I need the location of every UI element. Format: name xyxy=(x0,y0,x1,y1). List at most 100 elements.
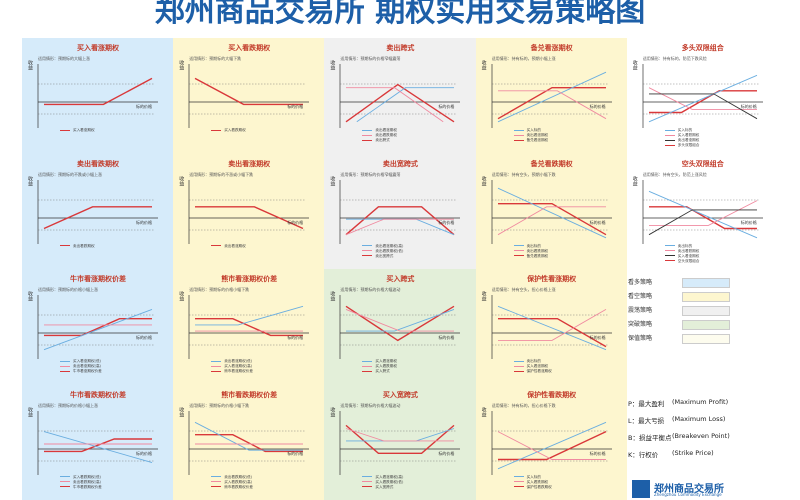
legend-text: 卖出跨式 xyxy=(375,138,390,142)
line-legend-item: 卖出看涨期权 xyxy=(513,133,548,138)
line-legend-item: 卖出标的 xyxy=(664,244,692,249)
legend-text: 熊市看涨期权价差 xyxy=(224,369,253,373)
legend-text: 卖出看跌期权 xyxy=(677,248,700,253)
strategy-description: 适用情形：预期标的价格小幅上涨 xyxy=(38,287,98,292)
abbreviation-item: L：最大亏损 (Maximum Loss) xyxy=(628,415,725,425)
page-title: 郑州商品交易所 期权实用交易策略图 xyxy=(154,0,646,29)
payoff-line xyxy=(497,187,606,238)
legend-text: 买入看涨期权 xyxy=(375,359,397,363)
strategy-legend: 看多策略 看空策略 震荡策略 突破策略 保值策略 xyxy=(628,276,758,366)
strategy-description: 适用情形：持有空头，担心价格上涨 xyxy=(491,287,556,292)
strategy-description: 适用情形：预期标的不涨或小幅下跌 xyxy=(189,171,254,177)
strategy-description: 适用情形：持有空头，防范上涨风险 xyxy=(642,171,707,177)
payoff-diagram xyxy=(491,64,612,128)
line-legend-item: 空头双限组合 xyxy=(664,259,699,264)
x-axis-label: 标的价格 xyxy=(589,335,606,340)
payoff-line xyxy=(44,318,152,337)
line-legend-item: 买入看涨期权(高) xyxy=(211,364,252,369)
payoff-line xyxy=(497,71,606,123)
payoff-line xyxy=(497,309,606,341)
line-legend-item: 买入看涨期权 xyxy=(513,364,548,369)
payoff-line xyxy=(648,199,758,226)
line-legend-item: 卖出看跌期权 xyxy=(664,248,700,254)
strategy-legend-item: 震荡策略 xyxy=(628,304,758,316)
legend-text: 买入看跌期权(低) xyxy=(73,474,101,479)
strategy-panel: 买入宽跨式 适用情形：预期标的价格大幅波动 收益 标的价格 买入看涨期权(高) 买入看跌期… xyxy=(326,387,474,499)
line-legend-item: 多头双限组合 xyxy=(664,143,699,148)
abbreviation-english: (Maximum Profit) xyxy=(672,398,729,406)
legend-text: 买入看涨期权 xyxy=(677,253,700,258)
legend-swatch xyxy=(60,245,70,246)
strategy-title: 空头双限组合 xyxy=(681,159,724,168)
strategy-legend-swatch xyxy=(682,334,730,344)
x-axis-label: 标的价格 xyxy=(287,219,304,225)
strategy-description: 适用情形：预期标的价格大幅波动 xyxy=(340,402,401,408)
line-legend-item: 卖出标的 xyxy=(513,244,541,249)
strategy-title: 卖出跨式 xyxy=(386,44,415,52)
logo-name: 郑州商品交易所 xyxy=(654,484,724,495)
x-axis-label: 标的价格 xyxy=(438,450,455,456)
strategy-panel: 卖出看跌期权 适用情形：预期标的不跌或小幅上涨 收益 标的价格 卖出看跌期权 xyxy=(24,156,172,268)
strategy-legend-item: 保值策略 xyxy=(628,332,758,344)
line-legend-item: 保护性看涨期权 xyxy=(513,369,552,374)
x-axis-label: 标的价格 xyxy=(438,335,455,340)
payoff-diagram xyxy=(37,179,158,244)
legend-swatch xyxy=(513,370,524,372)
payoff-line xyxy=(346,218,455,235)
legend-swatch xyxy=(362,370,373,372)
strategy-legend-label: 保值策略 xyxy=(628,335,653,342)
legend-swatch xyxy=(211,129,222,131)
legend-text: 备兑看涨期权 xyxy=(526,138,549,142)
x-axis-label: 标的价格 xyxy=(438,104,455,109)
legend-swatch xyxy=(60,129,70,131)
strategy-panel: 卖出跨式 适用情形：预期标的价格窄幅震荡 收益 标的价格 卖出看涨期权 卖出看跌期权 卖出跨… xyxy=(326,40,474,152)
payoff-diagram xyxy=(340,179,461,244)
abbreviation-term: K：行权价 xyxy=(628,451,659,459)
strategy-panel: 卖出看涨期权 适用情形：预期标的不涨或小幅下跌 收益 标的价格 卖出看涨期权 xyxy=(175,156,323,268)
legend-swatch xyxy=(513,255,524,256)
legend-swatch xyxy=(211,486,222,487)
strategy-description: 适用情形：预期标的大幅下跌 xyxy=(189,56,242,61)
legend-text: 买入看涨期权(高) xyxy=(224,364,253,368)
column-background xyxy=(324,38,476,500)
strategy-title: 熊市看跌期权价差 xyxy=(221,390,278,399)
line-legend-item: 买入看涨期权 xyxy=(60,128,95,133)
line-legend-item: 卖出标的 xyxy=(513,359,541,364)
legend-swatch xyxy=(60,486,70,487)
legend-text: 买入看涨期权 xyxy=(73,128,95,132)
legend-swatch xyxy=(513,245,524,246)
line-legend-item: 买入看涨期权 xyxy=(362,359,397,364)
legend-text: 卖出看跌期权 xyxy=(73,243,95,248)
legend-text: 买入看跌期权 xyxy=(526,479,549,484)
line-legend-item: 牛市看跌期权价差 xyxy=(60,485,102,490)
legend-text: 买入宽跨式 xyxy=(375,484,394,489)
strategy-description: 适用情形：预期标的价格窄幅震荡 xyxy=(340,56,401,61)
legend-text: 卖出看跌期权 xyxy=(526,248,549,253)
legend-swatch xyxy=(60,370,70,372)
abbreviation-term: B：损益平衡点 xyxy=(628,434,672,442)
strategy-legend-swatch xyxy=(682,278,730,288)
strategy-panel: 熊市看跌期权价差 适用情形：预期标的价格小幅下跌 收益 标的价格 卖出看跌期权(低) 买入… xyxy=(175,387,323,499)
payoff-line xyxy=(497,430,606,460)
strategy-poster: 买入看涨期权 适用情形：预期标的大幅上涨 收益 标的价格 买入看涨期权 卖出看跌期权 适用情… xyxy=(22,38,778,500)
legend-swatch xyxy=(211,370,222,372)
legend-text: 卖出看跌期权(低) xyxy=(224,474,253,479)
strategy-legend-item: 突破策略 xyxy=(628,318,758,330)
line-legend-item: 卖出宽跨式 xyxy=(362,254,393,259)
legend-text: 买入标的 xyxy=(526,474,541,479)
strategy-panel: 买入看涨期权 适用情形：预期标的大幅上涨 收益 标的价格 买入看涨期权 xyxy=(24,40,172,152)
payoff-diagram xyxy=(188,64,310,128)
strategy-description: 适用情形：持有标的，担心价格下跌 xyxy=(491,402,556,408)
strategy-description: 适用情形：持有空头，预期小幅下跌 xyxy=(491,171,556,177)
abbreviation-term: L：最大亏损 xyxy=(628,417,665,425)
legend-swatch xyxy=(513,486,524,487)
legend-swatch xyxy=(362,250,373,251)
legend-swatch xyxy=(664,250,675,251)
payoff-diagram xyxy=(491,179,612,244)
strategy-legend-label: 看多策略 xyxy=(628,279,653,286)
payoff-diagram xyxy=(491,295,612,359)
legend-text: 买入看跌期权 xyxy=(224,128,246,132)
payoff-line xyxy=(648,87,757,110)
y-axis-label: 收益 xyxy=(329,60,336,70)
strategy-panel: 空头双限组合 适用情形：持有空头，防范上涨风险 收益 标的价格 卖出标的 卖出看跌期权 买入… xyxy=(629,156,777,268)
